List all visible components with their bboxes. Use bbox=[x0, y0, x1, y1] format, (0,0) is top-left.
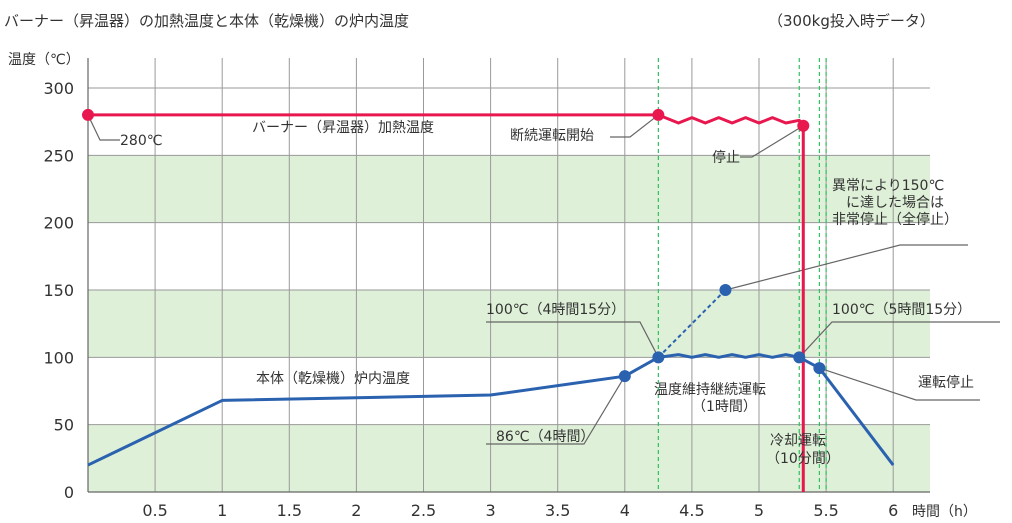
abnormal-point bbox=[719, 284, 732, 296]
annotation-abnormal-3: 非常停止（全停止） bbox=[832, 211, 958, 228]
leader-line-0 bbox=[87, 114, 120, 141]
band-1 bbox=[88, 290, 930, 358]
annotation-abnormal-1: 異常により150℃ bbox=[832, 178, 944, 194]
burner-series-point-0 bbox=[82, 108, 94, 121]
leader-line-7 bbox=[486, 375, 626, 445]
annotation-maintain-2: （1時間） bbox=[692, 399, 757, 415]
y-tick-150: 150 bbox=[43, 281, 74, 300]
y-tick-250: 250 bbox=[43, 146, 74, 165]
annotation-abnormal-2: に達した場合は bbox=[846, 195, 944, 211]
band-0 bbox=[88, 424, 930, 492]
y-tick-100: 100 bbox=[43, 348, 74, 367]
burner-series-line bbox=[88, 113, 805, 492]
x-tick-5.5: 5.5 bbox=[813, 501, 838, 520]
annotation-burner-label: バーナー（昇温器）加熱温度 bbox=[252, 120, 434, 136]
leader-line-1 bbox=[610, 114, 659, 138]
body-series-point-0 bbox=[618, 370, 631, 383]
body-series-point-3 bbox=[813, 362, 826, 375]
x-tick-4.5: 4.5 bbox=[679, 501, 704, 520]
x-axis-label: 時間（h） bbox=[912, 504, 977, 520]
chart-subtitle: （300kg投入時データ） bbox=[768, 12, 935, 30]
leader-line-6 bbox=[819, 367, 980, 401]
burner-series-point-1 bbox=[652, 108, 665, 121]
band-2 bbox=[88, 155, 930, 223]
leader-line-3 bbox=[725, 244, 968, 291]
body-series-line bbox=[87, 353, 895, 467]
leader-line-2 bbox=[740, 125, 804, 158]
abnormal-dashed-line bbox=[657, 289, 727, 359]
annotation-op-stop: 運転停止 bbox=[918, 374, 974, 391]
body-series-point-2 bbox=[793, 351, 806, 364]
y-tick-300: 300 bbox=[43, 79, 74, 98]
y-tick-0: 0 bbox=[64, 483, 74, 502]
annotation-intermittent-start: 断続運転開始 bbox=[510, 127, 594, 144]
x-tick-5: 5 bbox=[754, 501, 764, 520]
body-series-point-1 bbox=[652, 351, 665, 364]
chart-title: バーナー（昇温器）の加熱温度と本体（乾燥機）の炉内温度 bbox=[4, 12, 409, 30]
annotation-cooling-2: （10分間） bbox=[766, 451, 840, 467]
burner-series-point-2 bbox=[797, 119, 810, 132]
annotation-at-4h: 86℃（4時間） bbox=[496, 429, 594, 445]
x-tick-1.5: 1.5 bbox=[277, 501, 302, 520]
x-tick-2: 2 bbox=[351, 501, 361, 520]
x-tick-1: 1 bbox=[217, 501, 227, 520]
x-tick-4: 4 bbox=[620, 501, 630, 520]
x-tick-0.5: 0.5 bbox=[142, 501, 167, 520]
x-tick-3: 3 bbox=[486, 501, 496, 520]
annotation-at-5h15: 100℃（5時間15分） bbox=[832, 302, 971, 318]
annotation-cooling-1: 冷却運転 bbox=[770, 433, 826, 449]
x-tick-6: 6 bbox=[888, 501, 898, 520]
y-tick-50: 50 bbox=[54, 416, 74, 435]
annotation-at-4h15: 100℃（4時間15分） bbox=[486, 302, 625, 318]
leader-line-5 bbox=[798, 321, 1000, 358]
annotation-maintain-1: 温度維持継続運転 bbox=[654, 381, 766, 398]
annotation-stop: 停止 bbox=[712, 149, 740, 166]
y-tick-200: 200 bbox=[43, 214, 74, 233]
y-axis-label: 温度（℃） bbox=[8, 52, 80, 68]
annotation-body-label: 本体（乾燥機）炉内温度 bbox=[256, 371, 410, 387]
x-tick-2.5: 2.5 bbox=[411, 501, 436, 520]
x-tick-3.5: 3.5 bbox=[545, 501, 570, 520]
leader-line-4 bbox=[486, 321, 659, 358]
annotation-start-temp: 280℃ bbox=[120, 133, 162, 149]
